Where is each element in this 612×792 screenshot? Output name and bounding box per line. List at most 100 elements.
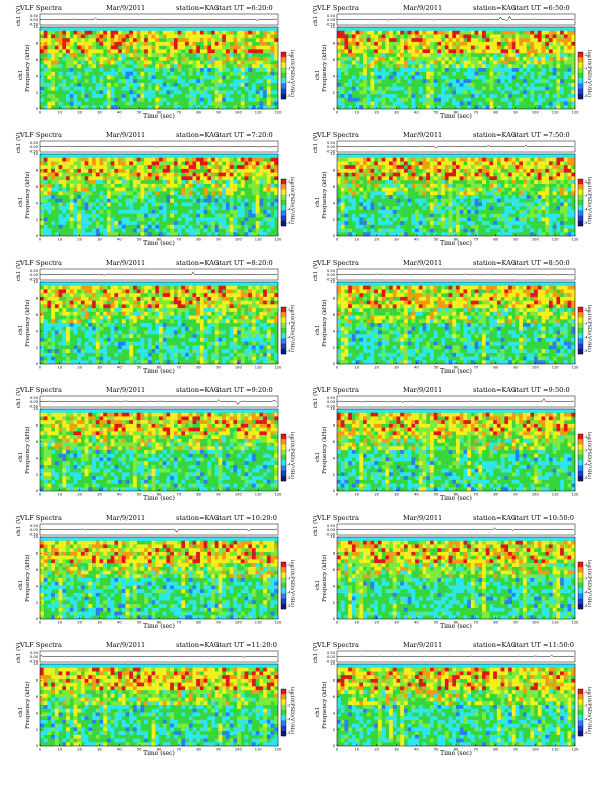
heatmap-cell <box>496 213 501 218</box>
heatmap-cell <box>456 161 460 166</box>
heatmap-cell <box>62 341 67 346</box>
heatmap-cell <box>177 217 182 222</box>
heatmap-cell <box>560 198 564 203</box>
heatmap-cell <box>337 49 341 54</box>
heatmap-cell <box>340 202 345 207</box>
heatmap-cell <box>214 154 219 158</box>
heatmap-cell <box>266 300 271 305</box>
heatmap-cell <box>199 206 204 211</box>
heatmap-cell <box>69 157 74 162</box>
heatmap-cell <box>530 202 535 207</box>
heatmap-cell <box>155 191 160 196</box>
heatmap-cell <box>274 168 279 173</box>
heatmap-cell <box>47 296 52 301</box>
heatmap-cell <box>136 195 141 199</box>
heatmap-cell <box>218 90 223 95</box>
heatmap-cell <box>43 168 48 173</box>
heatmap-cell <box>429 157 434 162</box>
heatmap-cell <box>99 86 104 91</box>
heatmap-cell <box>196 293 201 298</box>
heatmap-cell <box>396 71 401 76</box>
heatmap-cell <box>508 27 512 31</box>
heatmap-cell <box>214 232 219 237</box>
heatmap-cell <box>348 168 353 173</box>
heatmap-cell <box>556 101 561 106</box>
heatmap-cell <box>73 323 78 327</box>
heatmap-cell <box>396 49 401 54</box>
heatmap-cell <box>422 221 427 225</box>
heatmap-cell <box>385 176 390 181</box>
heatmap-cell <box>99 191 104 196</box>
heatmap-cell <box>400 105 405 110</box>
heatmap-cell <box>40 213 44 218</box>
heatmap-cell <box>400 60 405 65</box>
heatmap-cell <box>147 345 152 350</box>
heatmap-cell <box>511 202 516 207</box>
heatmap-cell <box>366 172 371 177</box>
heatmap-cell <box>147 157 152 162</box>
heatmap-cell <box>229 206 234 211</box>
heatmap-cell <box>214 341 219 346</box>
heatmap-cell <box>106 221 111 225</box>
heatmap-cell <box>43 334 48 339</box>
heatmap-cell <box>548 82 553 87</box>
x-tick-label: 90 <box>216 238 221 242</box>
heatmap-cell <box>77 75 82 80</box>
heatmap-cell <box>444 38 449 43</box>
heatmap-cell <box>170 45 175 50</box>
heatmap-cell <box>155 79 160 84</box>
heatmap-cell <box>69 172 74 177</box>
heatmap-cell <box>129 38 134 43</box>
heatmap-cell <box>92 38 96 43</box>
heatmap-cell <box>366 206 371 211</box>
heatmap-cell <box>270 64 275 69</box>
heatmap-cell <box>162 27 167 31</box>
heatmap-cell <box>125 161 130 166</box>
heatmap-cell <box>40 221 44 225</box>
heatmap-cell <box>407 202 412 207</box>
heatmap-cell <box>140 206 145 211</box>
heatmap-cell <box>415 38 419 43</box>
y-tick-label: 4 <box>36 201 39 205</box>
heatmap-cell <box>66 304 70 309</box>
heatmap-cell <box>95 172 100 177</box>
heatmap-cell <box>177 232 182 237</box>
heatmap-cell <box>54 38 59 43</box>
heatmap-cell <box>534 27 538 31</box>
heatmap-cell <box>125 202 130 207</box>
y-tick-label: 8 <box>36 169 39 173</box>
heatmap-cell <box>240 94 245 98</box>
heatmap-cell <box>274 308 279 312</box>
heatmap-cell <box>448 41 453 46</box>
heatmap-cell <box>88 27 93 31</box>
y-tick-label: 10 <box>330 25 335 29</box>
heatmap-cell <box>463 176 468 181</box>
heatmap-cell <box>207 341 212 346</box>
heatmap-cell <box>244 34 249 39</box>
heatmap-cell <box>359 172 364 177</box>
heatmap-cell <box>62 209 67 214</box>
heatmap-cell <box>348 82 353 87</box>
heatmap-cell <box>255 337 260 342</box>
heatmap-cell <box>504 53 509 57</box>
heatmap-cell <box>118 30 122 35</box>
heatmap-cell <box>237 38 241 43</box>
heatmap-cell <box>103 60 108 65</box>
heatmap-cell <box>92 60 96 65</box>
heatmap-cell <box>396 157 401 162</box>
heatmap-cell <box>129 60 134 65</box>
heatmap-cell <box>40 300 44 305</box>
heatmap-cell <box>522 82 527 87</box>
heatmap-cell <box>181 202 186 207</box>
heatmap-cell <box>84 157 89 162</box>
heatmap-cell <box>255 285 260 290</box>
heatmap-cell <box>504 195 509 199</box>
heatmap-cell <box>73 165 78 170</box>
heatmap-cell <box>222 165 227 170</box>
heatmap-cell <box>441 209 445 214</box>
heatmap-cell <box>66 157 70 162</box>
heatmap-cell <box>69 209 74 214</box>
heatmap-cell <box>259 176 264 181</box>
heatmap-cell <box>244 282 249 286</box>
heatmap-cell <box>88 157 93 162</box>
